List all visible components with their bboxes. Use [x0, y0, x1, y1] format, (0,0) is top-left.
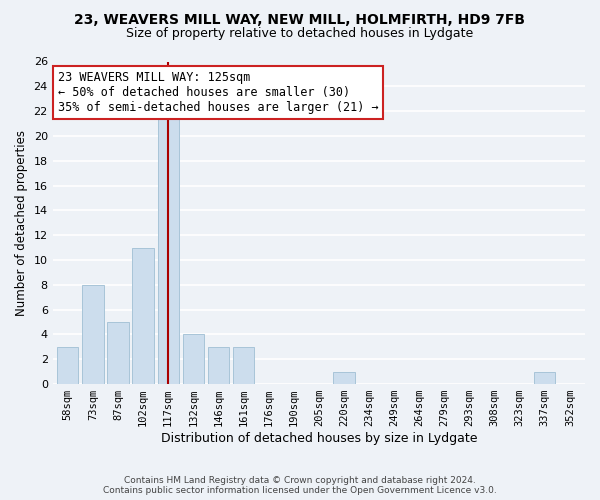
X-axis label: Distribution of detached houses by size in Lydgate: Distribution of detached houses by size … [161, 432, 477, 445]
Text: Size of property relative to detached houses in Lydgate: Size of property relative to detached ho… [127, 28, 473, 40]
Bar [233, 347, 254, 384]
Bar [57, 347, 79, 384]
Text: 23 WEAVERS MILL WAY: 125sqm
← 50% of detached houses are smaller (30)
35% of sem: 23 WEAVERS MILL WAY: 125sqm ← 50% of det… [58, 71, 379, 114]
Bar [333, 372, 355, 384]
Text: Contains HM Land Registry data © Crown copyright and database right 2024.
Contai: Contains HM Land Registry data © Crown c… [103, 476, 497, 495]
Text: 23, WEAVERS MILL WAY, NEW MILL, HOLMFIRTH, HD9 7FB: 23, WEAVERS MILL WAY, NEW MILL, HOLMFIRT… [74, 12, 526, 26]
Bar [82, 285, 104, 384]
Bar [158, 98, 179, 384]
Bar [107, 322, 128, 384]
Bar [133, 248, 154, 384]
Y-axis label: Number of detached properties: Number of detached properties [15, 130, 28, 316]
Bar [534, 372, 556, 384]
Bar [182, 334, 204, 384]
Bar [208, 347, 229, 384]
